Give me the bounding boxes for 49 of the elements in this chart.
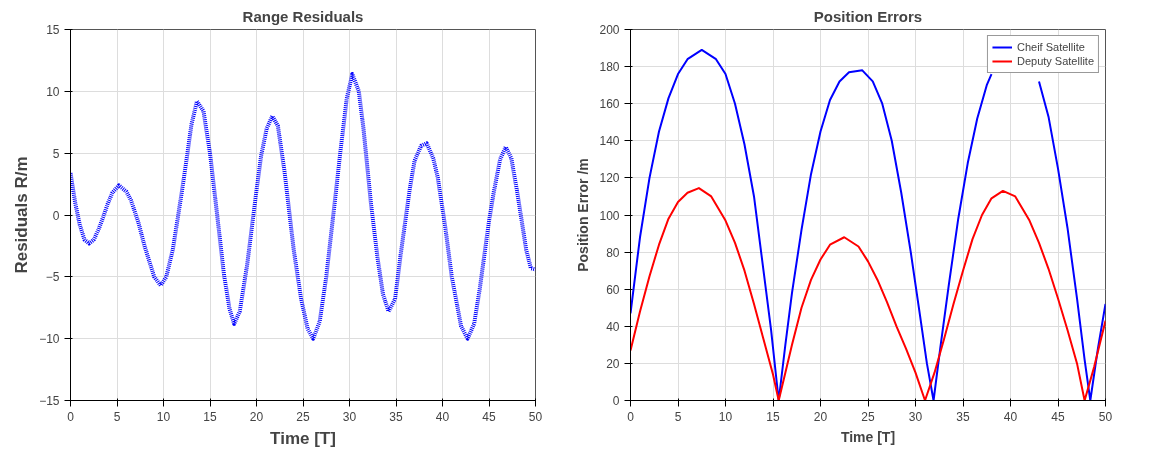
y-axis-title: Residuals R/m bbox=[12, 156, 32, 274]
x-tick-label: 30 bbox=[342, 409, 357, 424]
y-axis-title: Position Error /m bbox=[575, 158, 592, 272]
x-tick-label: 20 bbox=[249, 409, 264, 424]
x-tick-label: 0 bbox=[67, 409, 75, 424]
x-tick-label: 40 bbox=[435, 409, 450, 424]
y-tick-label: 140 bbox=[599, 134, 620, 149]
x-tick-label: 45 bbox=[1051, 409, 1065, 424]
x-tick-label: 25 bbox=[296, 409, 310, 424]
x-tick-label: 50 bbox=[528, 409, 543, 424]
x-tick-label: 25 bbox=[861, 409, 875, 424]
x-tick-label: 5 bbox=[674, 409, 682, 424]
x-tick-label: 0 bbox=[627, 409, 635, 424]
x-tick-label: 20 bbox=[813, 409, 828, 424]
x-tick-label: 5 bbox=[113, 409, 121, 424]
y-tick-label: 0 bbox=[612, 394, 620, 408]
y-tick-label: 0 bbox=[52, 208, 60, 223]
line-series bbox=[70, 72, 536, 341]
x-tick-label: 10 bbox=[156, 409, 171, 424]
x-axis-title: Time [T] bbox=[840, 428, 896, 445]
x-tick-label: 15 bbox=[766, 409, 780, 424]
x-tick-label: 35 bbox=[956, 409, 970, 424]
y-tick-label: 120 bbox=[599, 171, 620, 186]
y-tick-label: 60 bbox=[606, 282, 620, 297]
x-tick-label: 45 bbox=[482, 409, 496, 424]
x-tick-label: 35 bbox=[389, 409, 403, 424]
chart-title: Position Errors bbox=[813, 7, 923, 25]
y-tick-label: 20 bbox=[606, 356, 620, 371]
y-tick-label: 180 bbox=[599, 60, 620, 75]
y-tick-label: 40 bbox=[606, 319, 620, 334]
y-tick-label: −10 bbox=[39, 332, 60, 347]
chart-title: Range Residuals bbox=[242, 7, 364, 25]
x-tick-label: 40 bbox=[1003, 409, 1018, 424]
y-tick-label: −15 bbox=[39, 394, 60, 408]
x-axis-title: Time [T] bbox=[270, 428, 336, 448]
y-tick-label: 15 bbox=[46, 23, 60, 37]
y-tick-label: −5 bbox=[45, 270, 60, 285]
y-tick-label: 80 bbox=[606, 245, 620, 260]
y-tick-label: 10 bbox=[46, 84, 60, 99]
x-tick-label: 50 bbox=[1098, 409, 1113, 424]
y-tick-label: 160 bbox=[599, 97, 620, 112]
y-tick-label: 200 bbox=[599, 23, 620, 37]
x-tick-label: 10 bbox=[718, 409, 733, 424]
legend-label: Cheif Satellite bbox=[1016, 40, 1085, 54]
y-tick-label: 100 bbox=[599, 208, 620, 223]
y-tick-label: 5 bbox=[52, 146, 60, 161]
x-tick-label: 30 bbox=[908, 409, 923, 424]
x-tick-label: 15 bbox=[203, 409, 217, 424]
legend-label: Deputy Satellite bbox=[1016, 54, 1094, 68]
